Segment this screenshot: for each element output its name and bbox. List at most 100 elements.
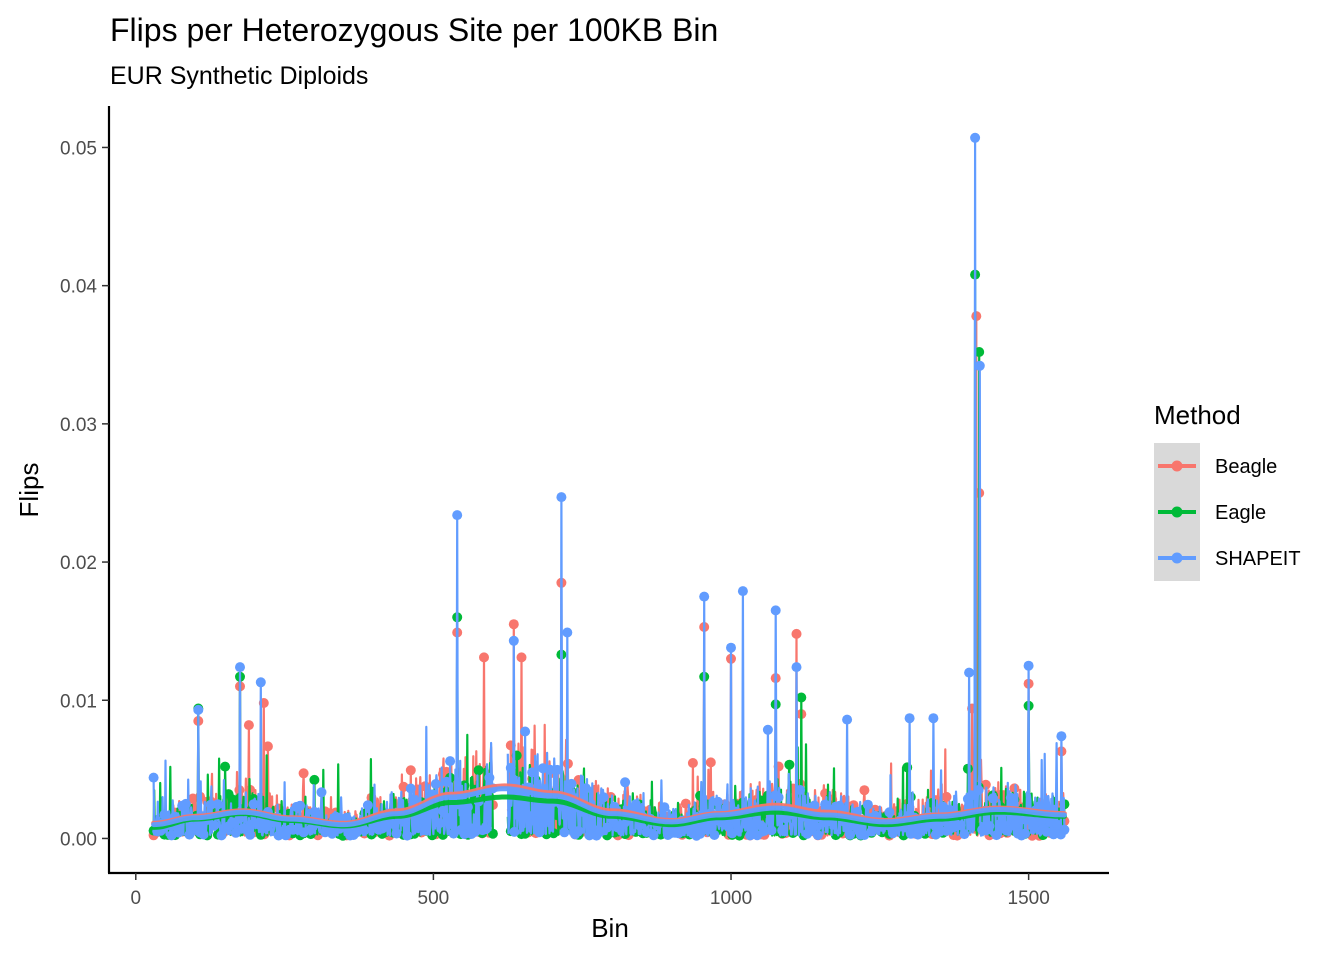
data-point xyxy=(845,829,856,840)
data-point xyxy=(712,796,723,807)
data-point xyxy=(545,764,556,775)
data-point xyxy=(762,724,773,735)
data-point xyxy=(795,785,806,795)
data-point xyxy=(509,826,520,837)
data-point xyxy=(1034,801,1045,812)
data-point xyxy=(434,818,445,829)
series-line-eagle xyxy=(152,273,1066,837)
data-point xyxy=(928,713,939,724)
data-point xyxy=(462,802,473,812)
data-point xyxy=(405,765,416,776)
smooth-trend-layer xyxy=(151,783,1067,830)
series-line-beagle xyxy=(152,315,1066,837)
plot-area xyxy=(148,132,1070,841)
data-point xyxy=(966,790,977,801)
chart-title: Flips per Heterozygous Site per 100KB Bi… xyxy=(110,12,718,48)
x-axis-ticks: 0 500 1000 1500 xyxy=(130,873,1050,909)
chart-subtitle: EUR Synthetic Diploids xyxy=(110,62,368,90)
data-point xyxy=(405,783,416,794)
data-point xyxy=(842,714,853,725)
data-point xyxy=(1002,825,1013,836)
series-points-beagle xyxy=(148,311,1070,841)
data-point xyxy=(309,806,320,817)
data-point xyxy=(298,768,309,779)
data-point xyxy=(973,785,984,795)
data-point xyxy=(295,800,306,811)
data-point xyxy=(327,828,338,839)
legend-entry-shapeit: SHAPEIT xyxy=(1154,535,1301,581)
data-point xyxy=(309,774,320,785)
data-point xyxy=(508,635,519,646)
data-point xyxy=(1020,828,1031,839)
data-point xyxy=(559,827,570,838)
data-point xyxy=(566,778,577,789)
data-point xyxy=(809,800,820,811)
data-point xyxy=(974,347,985,357)
data-point xyxy=(487,828,498,839)
data-point xyxy=(991,830,1002,841)
data-point xyxy=(702,824,713,835)
legend-key-point xyxy=(1171,506,1183,518)
data-point xyxy=(534,827,545,838)
data-point xyxy=(148,772,159,783)
data-point xyxy=(812,830,823,841)
data-point xyxy=(216,830,227,841)
y-tick-label: 0.03 xyxy=(60,415,97,436)
data-point xyxy=(562,806,573,816)
data-point xyxy=(398,816,409,827)
data-point xyxy=(1027,816,1038,827)
data-point xyxy=(212,799,223,810)
data-point xyxy=(862,799,873,810)
data-point xyxy=(770,605,781,616)
data-point xyxy=(974,360,985,371)
data-point xyxy=(884,807,895,818)
x-axis-title: Bin xyxy=(591,913,629,943)
data-point xyxy=(180,798,191,809)
data-point xyxy=(687,758,698,768)
legend-title: Method xyxy=(1154,400,1241,430)
data-point xyxy=(473,765,484,776)
data-point xyxy=(1056,731,1067,742)
series-points-shapeit xyxy=(148,132,1070,841)
data-point xyxy=(605,792,616,802)
data-point xyxy=(866,826,877,837)
y-tick-label: 0.01 xyxy=(60,691,97,712)
data-point xyxy=(252,818,263,829)
data-point xyxy=(305,824,316,835)
data-point xyxy=(726,642,736,653)
data-point xyxy=(620,777,631,788)
data-point xyxy=(520,726,531,737)
data-point xyxy=(970,132,981,143)
data-point xyxy=(402,830,413,841)
data-point xyxy=(580,783,591,794)
data-point xyxy=(235,662,245,673)
data-point xyxy=(777,825,788,836)
data-point xyxy=(984,821,995,831)
data-point xyxy=(245,829,256,840)
data-point xyxy=(1048,829,1059,840)
data-point xyxy=(766,825,777,836)
data-point xyxy=(959,829,970,840)
data-point xyxy=(630,799,641,810)
data-point xyxy=(784,759,795,770)
data-point xyxy=(198,829,209,840)
data-point xyxy=(173,827,184,838)
x-tick-label: 1500 xyxy=(1008,888,1050,909)
x-tick-label: 1000 xyxy=(710,888,752,909)
legend-key-point xyxy=(1171,460,1183,472)
legend-entry-beagle: Beagle xyxy=(1154,443,1277,489)
data-point xyxy=(745,830,756,841)
data-point xyxy=(727,828,738,839)
x-tick-label: 0 xyxy=(130,888,141,909)
legend-label: Beagle xyxy=(1215,456,1277,478)
data-point xyxy=(648,830,659,841)
data-point xyxy=(516,652,527,663)
data-point xyxy=(484,772,495,783)
data-point xyxy=(552,764,563,775)
smooth-line-shapeit xyxy=(151,786,1067,828)
data-point xyxy=(243,720,254,731)
y-tick-label: 0.05 xyxy=(60,138,97,159)
data-point xyxy=(1009,820,1020,831)
data-point xyxy=(699,591,710,602)
